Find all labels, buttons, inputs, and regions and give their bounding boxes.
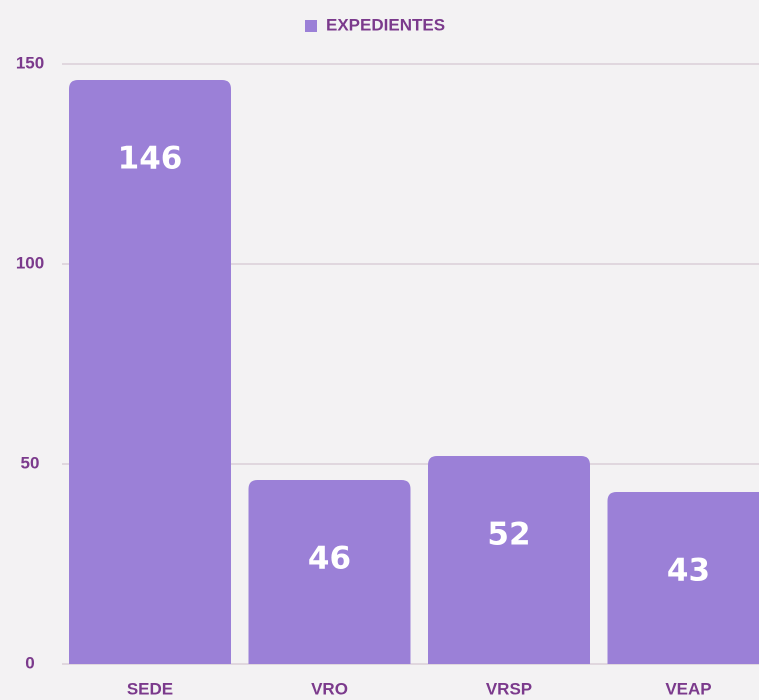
y-tick-label: 150 [16,53,44,72]
y-tick-label: 50 [21,453,40,472]
x-tick-label: VRO [311,679,348,698]
bar [428,456,590,664]
y-tick-label: 0 [25,653,34,672]
data-label: 146 [118,141,183,177]
data-label: 52 [487,517,530,553]
y-tick-label: 100 [16,253,44,272]
x-tick-label: VEAP [665,679,711,698]
bar [607,492,759,664]
data-label: 46 [308,541,351,577]
legend-swatch [305,20,317,32]
bar [69,80,231,664]
bar [248,480,411,664]
data-label: 43 [667,553,710,589]
x-tick-label: SEDE [127,679,173,698]
legend-label: EXPEDIENTES [326,15,445,34]
x-tick-label: VRSP [486,679,532,698]
